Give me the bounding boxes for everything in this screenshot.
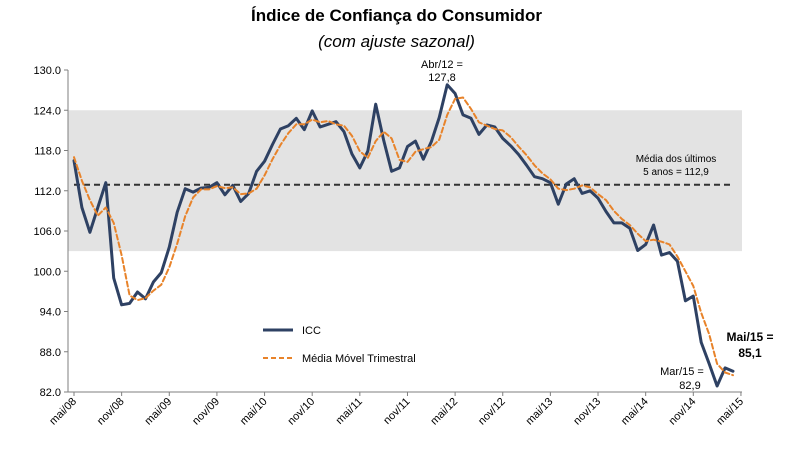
x-tick-label: nov/09	[190, 396, 222, 428]
series-media-movel-line	[73, 96, 734, 377]
annotation-mai15: Mai/15 =	[726, 330, 773, 344]
x-tick-label: mai/11	[334, 396, 365, 427]
x-tick-label: nov/12	[476, 396, 508, 428]
x-tick-label: mai/09	[143, 396, 175, 428]
annotation-peak: Abr/12 =	[421, 59, 463, 71]
reference-line-label: Média dos últimos	[636, 154, 717, 165]
series-icc-line	[72, 83, 735, 388]
annotation-mar15: 82,9	[679, 380, 700, 392]
annotation-peak: 127,8	[428, 72, 456, 84]
y-tick-label: 112.0	[34, 186, 61, 198]
y-tick-label: 100.0	[33, 266, 61, 278]
shaded-band	[68, 110, 742, 252]
y-tick-label: 118.0	[34, 146, 61, 158]
x-tick-label: nov/10	[285, 396, 317, 428]
x-tick-label: mai/15	[714, 396, 746, 428]
x-tick-label: mai/08	[47, 396, 79, 428]
x-tick-label: nov/13	[571, 396, 603, 428]
y-tick-label: 130.0	[33, 65, 61, 77]
series-media-movel	[73, 96, 734, 377]
y-tick-label: 82.0	[40, 387, 61, 399]
x-tick-label: nov/14	[667, 396, 699, 428]
x-tick-label: mai/12	[428, 396, 460, 428]
y-tick-label: 106.0	[33, 226, 61, 238]
x-tick-label: nov/08	[95, 396, 127, 428]
x-tick-label: nov/11	[381, 396, 412, 427]
y-tick-label: 124.0	[33, 105, 61, 117]
annotation-mai15: 85,1	[738, 346, 762, 360]
chart-title: Índice de Confiança do Consumidor	[251, 6, 542, 25]
x-tick-label: mai/14	[619, 396, 651, 428]
reference-line-label: 5 anos = 112,9	[643, 167, 709, 178]
series-icc	[72, 83, 735, 388]
x-tick-label: mai/10	[238, 396, 270, 428]
y-tick-label: 88.0	[40, 347, 61, 359]
legend-label-icc: ICC	[302, 325, 321, 337]
x-tick-label: mai/13	[524, 396, 556, 428]
legend-label-media: Média Móvel Trimestral	[302, 353, 416, 365]
annotation-mar15: Mar/15 =	[660, 366, 704, 378]
y-tick-label: 94.0	[40, 307, 61, 319]
chart-subtitle: (com ajuste sazonal)	[318, 32, 475, 51]
